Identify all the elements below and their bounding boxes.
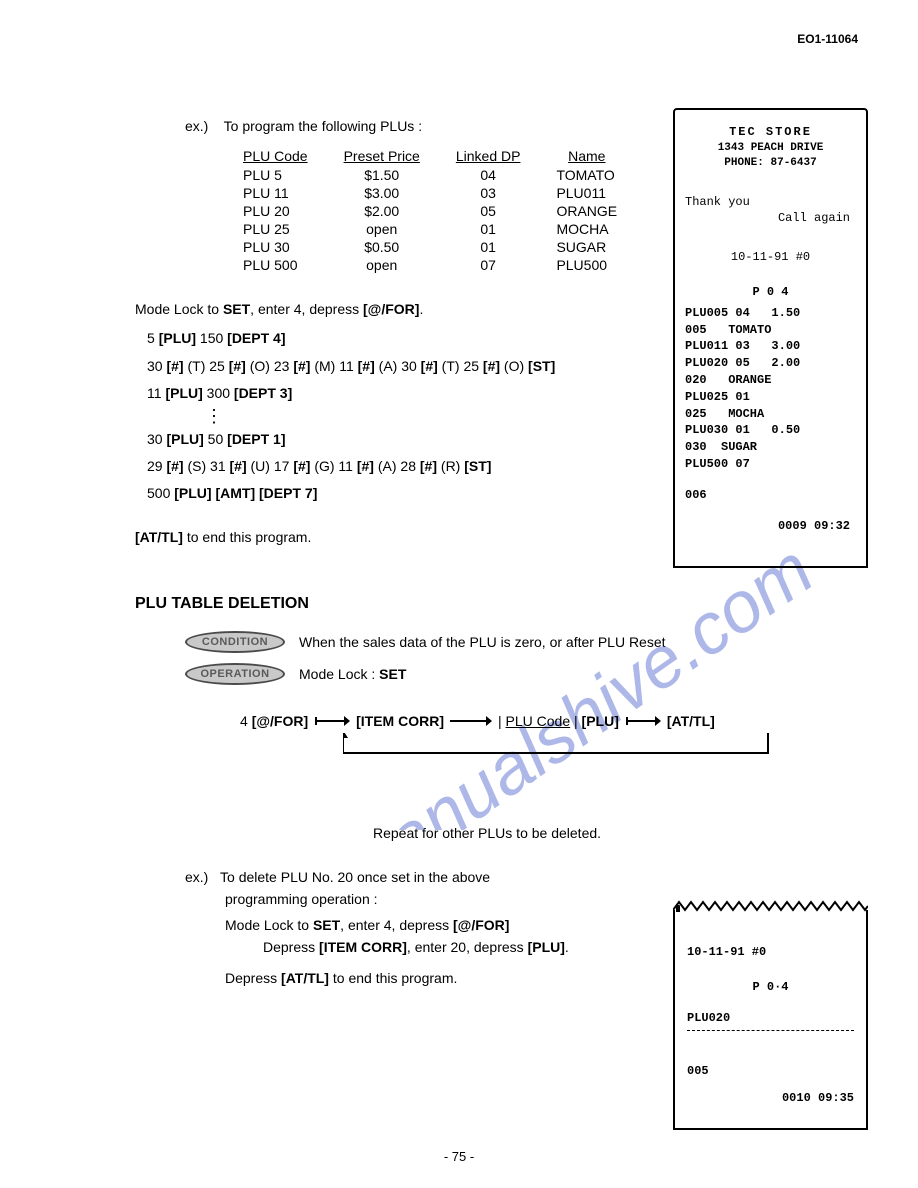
table-cell: 05 <box>438 202 539 220</box>
flow-diagram: 4 [@/FOR] [ITEM CORR] | PLU Code | [PLU]… <box>240 713 858 795</box>
th-price: Preset Price <box>326 146 438 166</box>
ex2-line1: ex.) To delete PLU No. 20 once set in th… <box>185 867 575 889</box>
receipt-store-name: TEC STORE <box>685 124 856 141</box>
example-2-block: ex.) To delete PLU No. 20 once set in th… <box>185 867 575 989</box>
receipt-lines: PLU005 04 1.50005 TOMATOPLU011 03 3.00PL… <box>685 305 856 473</box>
receipt-line: 030 SUGAR <box>685 439 856 456</box>
intro-text: To program the following PLUs : <box>224 118 422 134</box>
receipt-callagain: Call again <box>685 210 856 227</box>
flow-attl: [AT/TL] <box>667 713 715 729</box>
receipt-thankyou: Thank you <box>685 194 856 211</box>
receipt2-005: 005 <box>687 1063 854 1080</box>
table-cell: PLU011 <box>538 184 635 202</box>
th-dp: Linked DP <box>438 146 539 166</box>
flow-itemcorr: [ITEM CORR] <box>356 713 444 729</box>
flow-line: 4 [@/FOR] [ITEM CORR] | PLU Code | [PLU]… <box>240 713 858 729</box>
page-number: - 75 - <box>0 1149 918 1164</box>
table-cell: PLU 11 <box>225 184 326 202</box>
receipt-line: 020 ORANGE <box>685 372 856 389</box>
operation-text: Mode Lock : SET <box>299 666 406 682</box>
flow-code: | PLU Code | [PLU] <box>498 713 619 729</box>
condition-badge: CONDITION <box>185 631 285 653</box>
table-row: PLU 5$1.5004TOMATO <box>225 166 635 184</box>
operation-row: OPERATION Mode Lock : SET <box>185 663 858 685</box>
ex2-line3: Mode Lock to SET, enter 4, depress [@/FO… <box>225 915 575 937</box>
loopback-arrow <box>343 733 773 759</box>
table-cell: PLU 5 <box>225 166 326 184</box>
flow-4: 4 [@/FOR] <box>240 713 308 729</box>
table-cell: SUGAR <box>538 238 635 256</box>
table-cell: $2.00 <box>326 202 438 220</box>
condition-text: When the sales data of the PLU is zero, … <box>299 634 666 650</box>
receipt2-date: 10-11-91 #0 <box>687 944 854 961</box>
repeat-caption: Repeat for other PLUs to be deleted. <box>373 825 858 841</box>
condition-row: CONDITION When the sales data of the PLU… <box>185 631 858 653</box>
receipt-printout-2: 10-11-91 #0 P 0·4 PLU020 005 0010 09:35 <box>673 910 868 1130</box>
receipt2-plu: PLU020 <box>687 1010 854 1027</box>
receipt2-p04: P 0·4 <box>687 979 854 996</box>
ex2-line5: Depress [AT/TL] to end this program. <box>225 968 575 990</box>
table-cell: PLU500 <box>538 256 635 274</box>
receipt-line: PLU030 01 0.50 <box>685 422 856 439</box>
receipt-torn-edge <box>673 900 868 912</box>
receipt-date: 10-11-91 #0 <box>685 249 856 266</box>
receipt2-time: 0010 09:35 <box>687 1090 854 1107</box>
receipt-line: 005 TOMATO <box>685 322 856 339</box>
receipt-line: PLU025 01 <box>685 389 856 406</box>
table-cell: PLU 500 <box>225 256 326 274</box>
table-cell: $1.50 <box>326 166 438 184</box>
table-cell: 03 <box>438 184 539 202</box>
table-cell: 04 <box>438 166 539 184</box>
receipt-address: 1343 PEACH DRIVE <box>685 141 856 156</box>
receipt2-divider <box>687 1030 854 1031</box>
table-row: PLU 25open01MOCHA <box>225 220 635 238</box>
table-cell: TOMATO <box>538 166 635 184</box>
ex2-line2: programming operation : <box>225 889 575 911</box>
operation-badge: OPERATION <box>185 663 285 685</box>
table-cell: ORANGE <box>538 202 635 220</box>
arrow-icon <box>625 714 661 728</box>
receipt-p04: P 0 4 <box>685 284 856 301</box>
table-cell: MOCHA <box>538 220 635 238</box>
table-cell: $0.50 <box>326 238 438 256</box>
table-row: PLU 500open07PLU500 <box>225 256 635 274</box>
table-cell: 01 <box>438 238 539 256</box>
table-row: PLU 11$3.0003PLU011 <box>225 184 635 202</box>
ex2-line4: Depress [ITEM CORR], enter 20, depress [… <box>263 937 575 959</box>
table-cell: 07 <box>438 256 539 274</box>
table-header-row: PLU Code Preset Price Linked DP Name <box>225 146 635 166</box>
receipt-line: PLU500 07 <box>685 456 856 473</box>
arrow-icon <box>450 714 492 728</box>
arrow-icon <box>314 714 350 728</box>
th-name: Name <box>538 146 635 166</box>
table-cell: 01 <box>438 220 539 238</box>
document-id: EO1-11064 <box>797 32 858 46</box>
example-label: ex.) <box>185 118 208 134</box>
receipt-line: PLU011 03 3.00 <box>685 338 856 355</box>
section-title: PLU TABLE DELETION <box>135 595 858 613</box>
receipt-printout-1: TEC STORE 1343 PEACH DRIVE PHONE: 87-643… <box>673 108 868 568</box>
table-cell: PLU 30 <box>225 238 326 256</box>
receipt-006: 006 <box>685 487 856 504</box>
table-cell: PLU 25 <box>225 220 326 238</box>
table-cell: open <box>326 220 438 238</box>
table-row: PLU 20$2.0005ORANGE <box>225 202 635 220</box>
receipt-time: 0009 09:32 <box>685 518 856 535</box>
table-cell: open <box>326 256 438 274</box>
receipt-line: 025 MOCHA <box>685 406 856 423</box>
th-plucode: PLU Code <box>225 146 326 166</box>
receipt-phone: PHONE: 87-6437 <box>685 156 856 171</box>
table-row: PLU 30$0.5001SUGAR <box>225 238 635 256</box>
plu-table: PLU Code Preset Price Linked DP Name PLU… <box>225 146 635 274</box>
receipt-line: PLU020 05 2.00 <box>685 355 856 372</box>
table-cell: $3.00 <box>326 184 438 202</box>
table-cell: PLU 20 <box>225 202 326 220</box>
receipt-line: PLU005 04 1.50 <box>685 305 856 322</box>
